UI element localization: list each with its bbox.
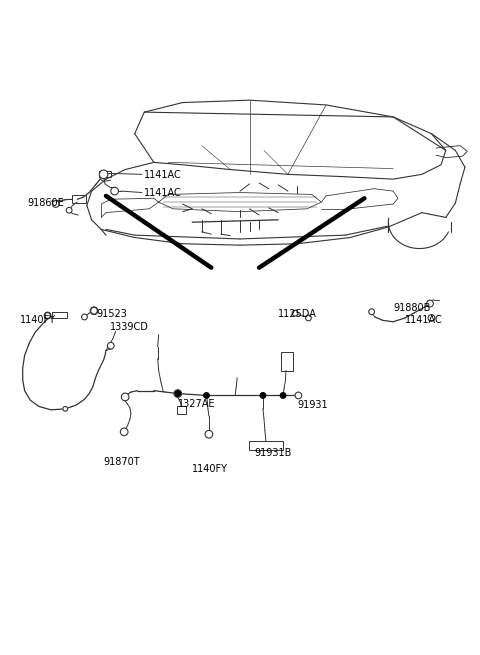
Circle shape bbox=[369, 309, 374, 314]
Circle shape bbox=[82, 314, 87, 320]
Circle shape bbox=[174, 390, 181, 398]
Text: 1327AE: 1327AE bbox=[178, 399, 216, 409]
Circle shape bbox=[292, 310, 298, 316]
Circle shape bbox=[306, 315, 312, 321]
Circle shape bbox=[427, 300, 433, 307]
Circle shape bbox=[120, 428, 128, 436]
Text: 91860E: 91860E bbox=[27, 198, 64, 208]
Circle shape bbox=[63, 407, 68, 411]
Circle shape bbox=[52, 200, 59, 208]
Circle shape bbox=[121, 393, 129, 401]
Circle shape bbox=[99, 170, 108, 179]
Circle shape bbox=[280, 392, 286, 398]
Text: 1141AC: 1141AC bbox=[144, 170, 182, 180]
Circle shape bbox=[66, 208, 72, 213]
Circle shape bbox=[91, 307, 97, 314]
Text: 1141AC: 1141AC bbox=[405, 315, 443, 325]
Text: 1125DA: 1125DA bbox=[278, 309, 317, 319]
Text: 91931B: 91931B bbox=[254, 448, 292, 458]
Circle shape bbox=[111, 187, 119, 195]
Text: 1141AC: 1141AC bbox=[144, 189, 182, 198]
Text: 91870T: 91870T bbox=[104, 457, 140, 468]
Circle shape bbox=[44, 312, 51, 319]
Circle shape bbox=[295, 392, 302, 399]
Circle shape bbox=[205, 430, 213, 438]
Text: 91931: 91931 bbox=[298, 400, 328, 410]
Text: 1140FY: 1140FY bbox=[192, 464, 228, 474]
Circle shape bbox=[175, 390, 180, 396]
Text: 1339CD: 1339CD bbox=[110, 322, 149, 331]
Circle shape bbox=[45, 312, 50, 318]
Circle shape bbox=[108, 343, 114, 349]
Text: 91880B: 91880B bbox=[393, 303, 431, 313]
Circle shape bbox=[90, 307, 98, 314]
Circle shape bbox=[204, 392, 209, 398]
Text: 1140FY: 1140FY bbox=[20, 315, 56, 325]
Circle shape bbox=[260, 392, 266, 398]
Text: 91523: 91523 bbox=[96, 309, 127, 319]
Circle shape bbox=[428, 314, 435, 322]
